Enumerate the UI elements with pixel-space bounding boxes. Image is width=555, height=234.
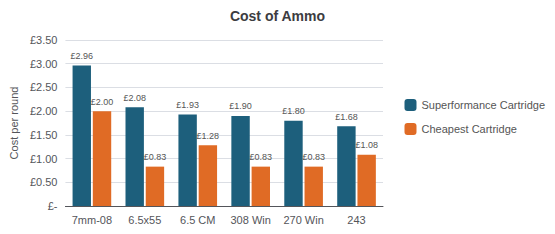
svg-text:£1.93: £1.93	[176, 100, 199, 110]
svg-text:£3.50: £3.50	[30, 34, 58, 46]
svg-text:£1.50: £1.50	[30, 129, 58, 141]
svg-text:6.5x55: 6.5x55	[128, 214, 161, 226]
svg-text:Cost per round: Cost per round	[8, 87, 20, 160]
svg-text:£2.00: £2.00	[91, 97, 114, 107]
svg-text:£1.90: £1.90	[229, 101, 252, 111]
svg-text:Cost of Ammo: Cost of Ammo	[230, 8, 325, 24]
svg-text:£2.00: £2.00	[30, 105, 58, 117]
svg-text:£2.08: £2.08	[123, 93, 146, 103]
svg-text:7mm-08: 7mm-08	[72, 214, 112, 226]
svg-text:270 Win: 270 Win	[283, 214, 323, 226]
svg-text:£2.96: £2.96	[71, 51, 94, 61]
svg-text:£2.50: £2.50	[30, 81, 58, 93]
svg-text:£1.68: £1.68	[335, 112, 358, 122]
svg-text:£0.83: £0.83	[250, 152, 273, 162]
svg-text:£1.80: £1.80	[282, 106, 305, 116]
svg-text:£3.00: £3.00	[30, 58, 58, 70]
svg-text:243: 243	[347, 214, 365, 226]
svg-text:308 Win: 308 Win	[230, 214, 270, 226]
svg-text:£0.83: £0.83	[144, 152, 167, 162]
svg-text:£-: £-	[48, 200, 58, 212]
svg-text:£1.00: £1.00	[30, 153, 58, 165]
svg-text:6.5 CM: 6.5 CM	[180, 214, 215, 226]
svg-text:£0.50: £0.50	[30, 176, 58, 188]
svg-text:£0.83: £0.83	[302, 152, 325, 162]
svg-text:Superformance Cartridge: Superformance Cartridge	[421, 99, 545, 111]
svg-text:Cheapest Cartridge: Cheapest Cartridge	[421, 123, 516, 135]
svg-text:£1.28: £1.28	[197, 131, 220, 141]
svg-text:£1.08: £1.08	[355, 140, 378, 150]
